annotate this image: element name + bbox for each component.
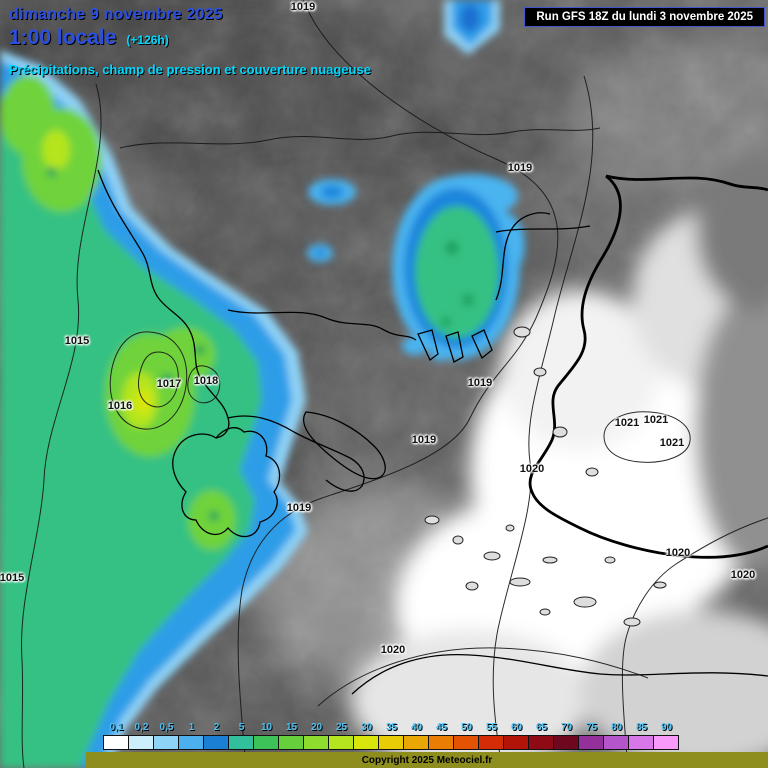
pressure-label: 1019 xyxy=(507,162,533,174)
legend-color-scale xyxy=(103,735,679,750)
map-subtitle: Précipitations, champ de pression et cou… xyxy=(9,62,371,77)
legend-value: 65 xyxy=(535,722,548,733)
legend-value: 55 xyxy=(485,722,498,733)
pressure-label: 1019 xyxy=(286,502,312,514)
legend-color-box xyxy=(253,735,279,750)
islands xyxy=(424,326,667,627)
turkey-coastline xyxy=(528,174,768,559)
precipitation-legend: 0,1 0,2 0,5 1 2 5 10 15 20 25 30 35 40 45 50 55 60 65 70 75… xyxy=(103,722,679,750)
legend-value: 40 xyxy=(410,722,423,733)
pressure-label: 1020 xyxy=(380,644,406,656)
legend-color-box xyxy=(453,735,479,750)
forecast-time-line: 1:00 locale (+126h) xyxy=(9,26,371,50)
legend-value: 1 xyxy=(188,722,195,733)
legend-color-box xyxy=(278,735,304,750)
isobar-lines xyxy=(21,0,768,768)
legend-value: 45 xyxy=(435,722,448,733)
legend-color-box xyxy=(653,735,679,750)
coastlines xyxy=(97,169,768,695)
legend-color-box xyxy=(228,735,254,750)
legend-value: 85 xyxy=(635,722,648,733)
legend-color-box xyxy=(528,735,554,750)
legend-value: 70 xyxy=(560,722,573,733)
pressure-label: 1020 xyxy=(519,463,545,475)
legend-value: 5 xyxy=(238,722,245,733)
legend-color-box xyxy=(603,735,629,750)
legend-value: 2 xyxy=(213,722,220,733)
forecast-hour-offset: (+126h) xyxy=(126,33,169,47)
precipitation-layer xyxy=(0,0,525,768)
clear-sky-layer xyxy=(350,150,768,768)
pressure-label: 1015 xyxy=(64,335,90,347)
legend-color-box xyxy=(128,735,154,750)
legend-color-box xyxy=(553,735,579,750)
copyright-bar: Copyright 2025 Meteociel.fr xyxy=(86,752,768,768)
pressure-label: 1021 xyxy=(659,437,685,449)
legend-color-box xyxy=(153,735,179,750)
pressure-label: 1019 xyxy=(411,434,437,446)
model-run-info: Run GFS 18Z du lundi 3 novembre 2025 xyxy=(524,7,765,27)
pressure-label: 1020 xyxy=(730,569,756,581)
legend-value: 90 xyxy=(660,722,673,733)
legend-value: 15 xyxy=(285,722,298,733)
pressure-label: 1019 xyxy=(467,377,493,389)
legend-color-box xyxy=(328,735,354,750)
legend-value: 0,5 xyxy=(159,722,174,733)
pressure-label: 1021 xyxy=(643,414,669,426)
forecast-date: dimanche 9 novembre 2025 xyxy=(9,6,223,23)
legend-value: 50 xyxy=(460,722,473,733)
legend-color-box xyxy=(503,735,529,750)
legend-color-box xyxy=(578,735,604,750)
legend-color-box xyxy=(628,735,654,750)
legend-color-box xyxy=(403,735,429,750)
legend-value: 30 xyxy=(360,722,373,733)
legend-color-box xyxy=(178,735,204,750)
legend-values-row: 0,1 0,2 0,5 1 2 5 10 15 20 25 30 35 40 45 50 55 60 65 70 75… xyxy=(104,722,679,733)
pressure-label: 1021 xyxy=(614,417,640,429)
legend-value: 0,2 xyxy=(134,722,149,733)
legend-value: 60 xyxy=(510,722,523,733)
legend-value: 35 xyxy=(385,722,398,733)
pressure-label: 1019 xyxy=(290,1,316,13)
legend-value: 20 xyxy=(310,722,323,733)
pressure-label: 1016 xyxy=(107,400,133,412)
legend-value: 10 xyxy=(260,722,273,733)
legend-color-box xyxy=(378,735,404,750)
legend-color-box xyxy=(428,735,454,750)
pressure-label: 1015 xyxy=(0,572,25,584)
legend-value: 25 xyxy=(335,722,348,733)
pressure-label: 1018 xyxy=(193,375,219,387)
pressure-label: 1017 xyxy=(156,378,182,390)
legend-value: 75 xyxy=(585,722,598,733)
legend-color-box xyxy=(203,735,229,750)
legend-color-box xyxy=(103,735,129,750)
legend-color-box xyxy=(478,735,504,750)
legend-color-box xyxy=(303,735,329,750)
forecast-local-time: 1:00 locale xyxy=(9,26,117,49)
pressure-label: 1020 xyxy=(665,547,691,559)
legend-value: 0,1 xyxy=(109,722,124,733)
legend-value: 80 xyxy=(610,722,623,733)
legend-color-box xyxy=(353,735,379,750)
forecast-header: dimanche 9 novembre 2025 1:00 locale (+1… xyxy=(9,6,371,77)
copyright-text: Copyright 2025 Meteociel.fr xyxy=(361,754,493,766)
